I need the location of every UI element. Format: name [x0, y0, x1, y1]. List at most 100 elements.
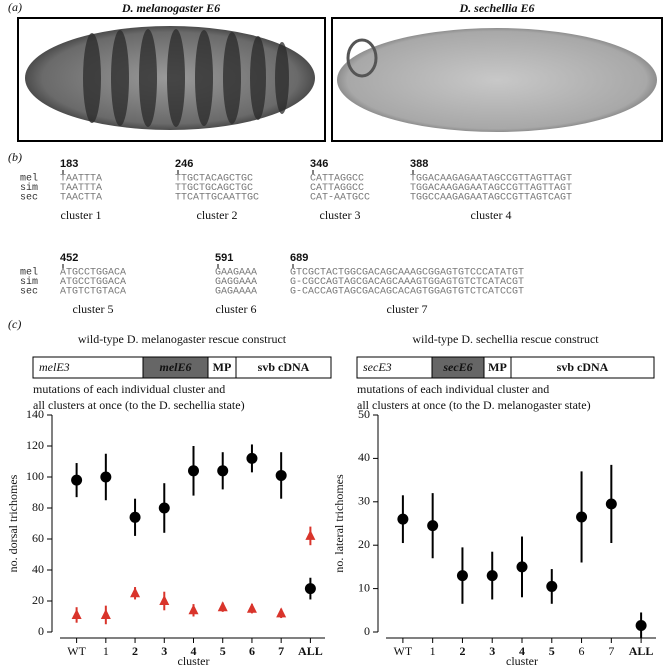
- x-tick-label: 5: [220, 644, 226, 658]
- sequence: TTGCTGCAGCTGC: [175, 183, 253, 194]
- data-point: [397, 513, 409, 525]
- data-point: [100, 608, 111, 619]
- data-point: [305, 529, 316, 540]
- sequence: GAGGAAA: [215, 277, 257, 288]
- data-point: [246, 602, 257, 613]
- cluster-label: cluster 5: [73, 302, 114, 316]
- data-point: [635, 619, 647, 631]
- construct-title: wild-type D. sechellia rescue construct: [412, 332, 599, 346]
- mutation-note: mutations of each individual cluster and: [357, 382, 549, 396]
- data-point: [276, 607, 287, 618]
- y-tick-label: 40: [358, 450, 370, 464]
- sequence: GAAGAAA: [215, 268, 257, 279]
- x-tick-label: 6: [249, 644, 255, 658]
- cluster-label: cluster 2: [197, 208, 238, 222]
- sequence: CATTAGGCC: [310, 183, 364, 194]
- sequence: TTCATTGCAATTGC: [175, 193, 259, 204]
- mutation-note: mutations of each individual cluster and: [33, 382, 225, 396]
- cluster-label: cluster 7: [387, 302, 428, 316]
- sequence: GTCGCTACTGGCGACAGCAAAGCGGAGTGTCCCATATGT: [290, 268, 524, 279]
- sequence-position: 183: [60, 158, 78, 170]
- mutation-note: all clusters at once (to the D. melanoga…: [357, 398, 591, 412]
- data-point: [516, 561, 528, 573]
- y-tick-label: 30: [358, 494, 370, 508]
- panel-label: (c): [8, 317, 21, 331]
- sequence: GAGAAAA: [215, 287, 257, 298]
- data-point: [158, 502, 170, 514]
- x-tick-label: 4: [519, 644, 525, 658]
- x-tick-label: 5: [549, 644, 555, 658]
- panel-label: (a): [8, 0, 22, 14]
- x-tick-label: 7: [608, 644, 614, 658]
- sequence: ATGCCTGGACA: [60, 268, 126, 279]
- data-point: [71, 474, 83, 486]
- x-tick-label: 4: [191, 644, 197, 658]
- data-point: [100, 471, 112, 483]
- construct-part: [235, 356, 332, 379]
- sequence: TGGACAAGAGAATAGCCGTTAGTTAGT: [410, 183, 572, 194]
- species-label: mel: [20, 173, 38, 185]
- y-tick-label: 10: [358, 580, 370, 594]
- data-point: [188, 465, 199, 477]
- data-point: [456, 570, 468, 582]
- x-tick-label: WT: [394, 644, 413, 658]
- cluster-label: cluster 4: [471, 208, 512, 222]
- construct-part-label: MP: [488, 360, 507, 374]
- data-point: [246, 452, 258, 464]
- data-point: [159, 595, 170, 605]
- x-tick-label: 2: [459, 644, 465, 658]
- sequence: CATTAGGCC: [310, 174, 364, 185]
- species-label: sim: [20, 276, 38, 288]
- construct-part-label: melE3: [39, 360, 70, 374]
- species-label: mel: [20, 267, 38, 279]
- x-tick-label: 1: [430, 644, 436, 658]
- sequence: TAATTTA: [60, 183, 102, 194]
- sequence: G-CGCCAGTAGCGACAGCAAAGTGGAGTGTCTCATACGT: [290, 277, 524, 288]
- construct-part: [510, 356, 655, 379]
- construct-part-label: secE6: [442, 360, 472, 374]
- sequence: TAATTTA: [60, 174, 102, 185]
- sequence: TGGCCAAGAGAATAGCCGTTAGTCAGT: [410, 193, 572, 204]
- data-point: [130, 587, 141, 598]
- y-tick-label: 40: [32, 562, 44, 576]
- sequence: ATGTCTGTACA: [60, 287, 126, 298]
- sequence-position: 689: [290, 252, 308, 264]
- embryo-detail: [346, 38, 378, 78]
- data-point: [71, 608, 82, 619]
- data-point: [486, 570, 498, 582]
- data-point: [576, 511, 588, 523]
- y-tick-label: 60: [32, 531, 44, 545]
- data-point: [605, 498, 617, 510]
- sequence-position: 591: [215, 252, 233, 264]
- mutation-note: all clusters at once (to the D. sechelli…: [33, 398, 245, 412]
- cluster-label: cluster 3: [320, 208, 361, 222]
- x-tick-label: 7: [278, 644, 284, 658]
- sequence-position: 452: [60, 252, 78, 264]
- y-tick-label: 50: [358, 407, 370, 421]
- species-label: sec: [20, 193, 38, 204]
- sequence: TTGCTACAGCTGC: [175, 174, 253, 185]
- y-axis-label: no. dorsal trichomes: [6, 474, 20, 572]
- construct-part-label: secE3: [363, 360, 392, 374]
- y-tick-label: 20: [358, 537, 370, 551]
- x-tick-label: ALL: [298, 644, 323, 658]
- y-tick-label: 140: [26, 407, 44, 421]
- species-label: sim: [20, 182, 38, 194]
- sequence-position: 346: [310, 158, 328, 170]
- data-point: [217, 465, 229, 477]
- panel-label: (b): [8, 150, 22, 164]
- x-tick-label: 6: [579, 644, 585, 658]
- sequence: TGGACAAGAGAATAGCCGTTAGTTAGT: [410, 174, 572, 185]
- sequence: TAACTTA: [60, 193, 102, 204]
- image-title: D. melanogaster E6: [121, 1, 220, 15]
- y-axis-label: no. lateral trichomes: [332, 474, 346, 573]
- x-tick-label: 3: [161, 644, 167, 658]
- sequence-position: 246: [175, 158, 193, 170]
- x-tick-label: 3: [489, 644, 495, 658]
- y-tick-label: 120: [26, 438, 44, 452]
- x-tick-label: 1: [103, 644, 109, 658]
- sequence: CAT-AATGCC: [310, 193, 370, 204]
- stripes: [83, 29, 289, 127]
- sequence-position: 388: [410, 158, 428, 170]
- x-tick-label: WT: [67, 644, 86, 658]
